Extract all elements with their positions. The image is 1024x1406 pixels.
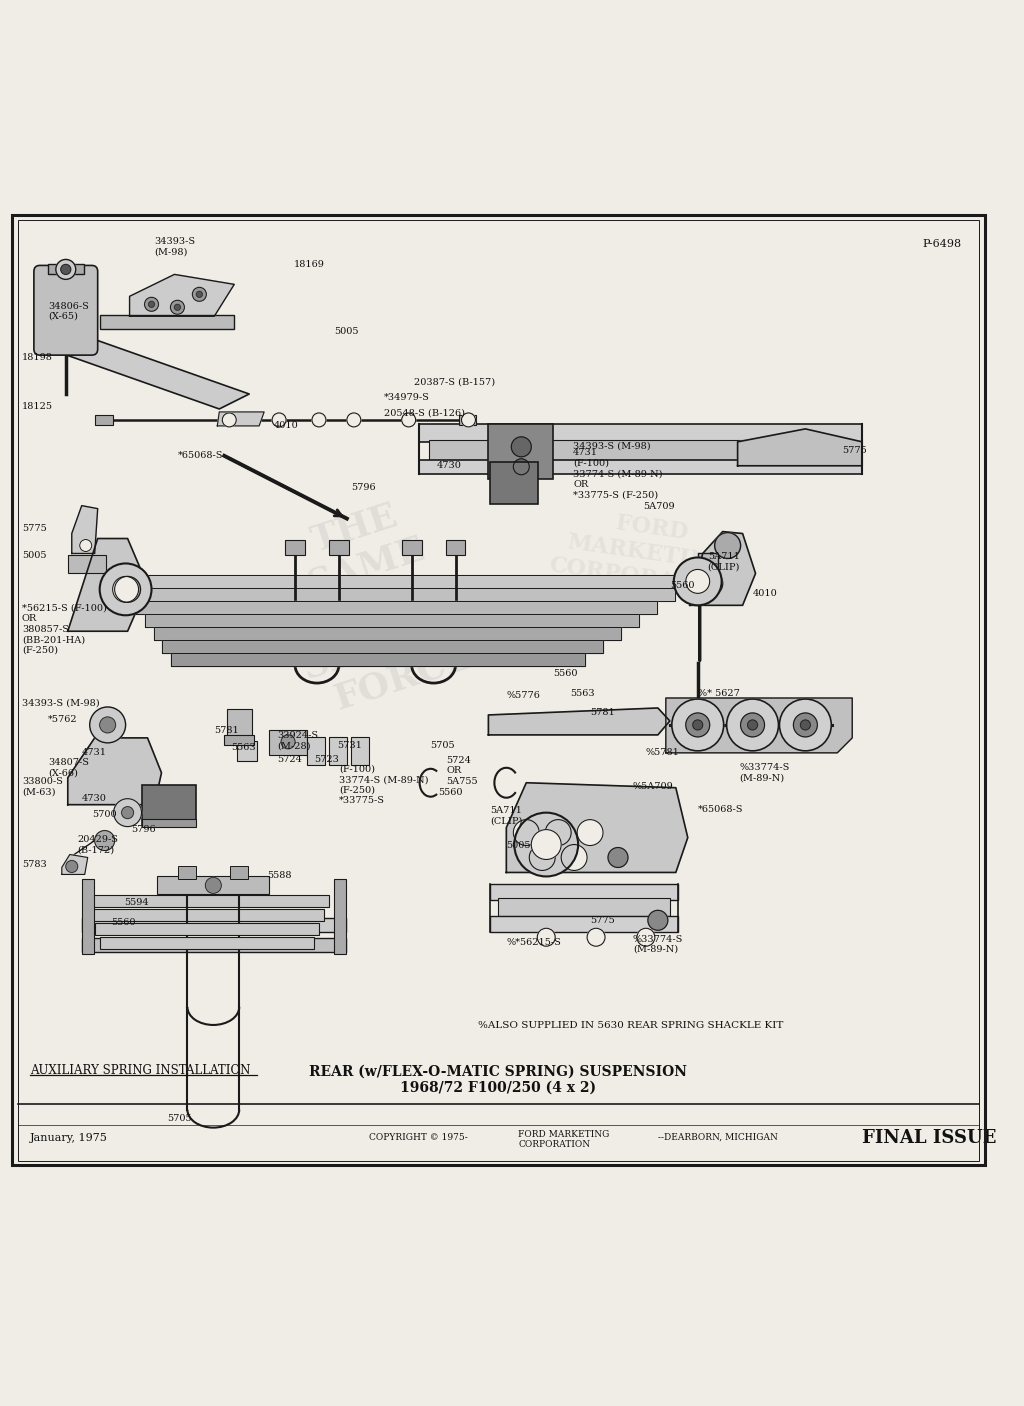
Text: 34393-S
(M-98): 34393-S (M-98) bbox=[155, 236, 196, 256]
Circle shape bbox=[587, 928, 605, 946]
FancyBboxPatch shape bbox=[34, 266, 97, 356]
Circle shape bbox=[511, 437, 531, 457]
Bar bbox=[68, 555, 105, 574]
Circle shape bbox=[462, 413, 475, 427]
Polygon shape bbox=[72, 506, 97, 554]
Text: 4730: 4730 bbox=[82, 794, 106, 803]
Text: 33800-S
(M-63): 33800-S (M-63) bbox=[22, 778, 62, 796]
Text: 20548-S (B-126): 20548-S (B-126) bbox=[384, 408, 465, 418]
Circle shape bbox=[401, 413, 416, 427]
Bar bbox=[82, 918, 346, 932]
Text: *65068-S: *65068-S bbox=[177, 451, 223, 460]
Text: 5700: 5700 bbox=[92, 810, 117, 820]
Text: %ALSO SUPPLIED IN 5630 REAR SPRING SHACKLE KIT: %ALSO SUPPLIED IN 5630 REAR SPRING SHACK… bbox=[478, 1021, 783, 1031]
Text: FORD MARKETING: FORD MARKETING bbox=[518, 1130, 609, 1139]
Text: 5723: 5723 bbox=[314, 755, 339, 765]
Circle shape bbox=[56, 260, 76, 280]
Polygon shape bbox=[154, 627, 621, 640]
Circle shape bbox=[693, 720, 702, 730]
Bar bbox=[490, 461, 539, 503]
Text: 5563: 5563 bbox=[570, 689, 595, 697]
Text: 5005: 5005 bbox=[506, 841, 530, 851]
Text: (F-100)
33774-S (M-89-N)
(F-250)
*33775-S: (F-100) 33774-S (M-89-N) (F-250) *33775-… bbox=[339, 765, 428, 804]
Circle shape bbox=[648, 910, 668, 931]
Text: 4010: 4010 bbox=[274, 422, 299, 430]
Circle shape bbox=[529, 845, 555, 870]
Circle shape bbox=[801, 720, 810, 730]
Bar bbox=[419, 460, 862, 474]
Circle shape bbox=[80, 540, 92, 551]
Circle shape bbox=[513, 820, 540, 845]
Text: FINAL ISSUE: FINAL ISSUE bbox=[862, 1129, 996, 1146]
Circle shape bbox=[197, 291, 203, 297]
Circle shape bbox=[148, 301, 155, 308]
Circle shape bbox=[696, 571, 723, 596]
Circle shape bbox=[60, 264, 71, 274]
Polygon shape bbox=[127, 588, 675, 602]
Text: 5560: 5560 bbox=[553, 669, 578, 678]
Circle shape bbox=[538, 928, 555, 946]
Bar bbox=[351, 641, 421, 664]
Circle shape bbox=[748, 720, 758, 730]
Circle shape bbox=[637, 928, 655, 946]
Text: 5005: 5005 bbox=[334, 326, 358, 336]
Circle shape bbox=[115, 576, 140, 602]
Text: 18169: 18169 bbox=[294, 260, 325, 269]
Circle shape bbox=[222, 413, 237, 427]
Circle shape bbox=[114, 799, 141, 827]
Bar bbox=[307, 737, 325, 765]
Text: 20429-S
(B-172): 20429-S (B-172) bbox=[78, 835, 119, 855]
Text: 5781: 5781 bbox=[214, 727, 239, 735]
Bar bbox=[90, 910, 324, 921]
Bar bbox=[490, 884, 678, 900]
Bar bbox=[401, 540, 422, 555]
Circle shape bbox=[727, 699, 778, 751]
Bar bbox=[419, 423, 862, 441]
Text: %*56215-S: %*56215-S bbox=[506, 938, 561, 946]
Circle shape bbox=[144, 297, 159, 311]
Text: 34806-S
(X-65): 34806-S (X-65) bbox=[48, 301, 89, 321]
Bar bbox=[99, 938, 314, 949]
Bar bbox=[445, 540, 466, 555]
Polygon shape bbox=[68, 538, 147, 631]
Circle shape bbox=[674, 557, 722, 606]
Text: *56215-S (F-100)
OR
380857-S
(BB-201-HA)
(F-250): *56215-S (F-100) OR 380857-S (BB-201-HA)… bbox=[22, 605, 106, 655]
Text: *5762: *5762 bbox=[48, 716, 78, 724]
Text: 34807-S
(X-66): 34807-S (X-66) bbox=[48, 758, 89, 778]
Circle shape bbox=[94, 831, 115, 851]
Bar bbox=[141, 785, 197, 824]
Text: %5781: %5781 bbox=[646, 748, 680, 758]
Bar bbox=[488, 423, 553, 478]
Polygon shape bbox=[144, 614, 639, 627]
Text: 5A711
(CLIP): 5A711 (CLIP) bbox=[490, 806, 523, 825]
Text: 5775: 5775 bbox=[843, 446, 867, 456]
Circle shape bbox=[174, 304, 180, 311]
Bar bbox=[329, 540, 349, 555]
Text: 4730: 4730 bbox=[436, 461, 462, 470]
Text: *34979-S: *34979-S bbox=[384, 394, 430, 402]
Bar bbox=[158, 876, 269, 894]
Bar bbox=[94, 924, 318, 935]
Circle shape bbox=[513, 458, 529, 475]
Polygon shape bbox=[737, 429, 862, 465]
Bar bbox=[94, 415, 113, 425]
Bar bbox=[82, 879, 93, 955]
Circle shape bbox=[715, 533, 740, 558]
Text: 5005: 5005 bbox=[22, 551, 46, 560]
Text: REAR (w/FLEX-O-MATIC SPRING) SUSPENSION
1968/72 F100/250 (4 x 2): REAR (w/FLEX-O-MATIC SPRING) SUSPENSION … bbox=[309, 1064, 687, 1095]
Circle shape bbox=[272, 413, 286, 427]
Circle shape bbox=[122, 807, 133, 818]
Text: 18125: 18125 bbox=[22, 402, 53, 412]
Text: FORD
MARKETING
CORPORATION: FORD MARKETING CORPORATION bbox=[548, 503, 749, 603]
Text: 5796: 5796 bbox=[131, 825, 157, 834]
Text: --DEARBORN, MICHIGAN: --DEARBORN, MICHIGAN bbox=[657, 1133, 778, 1142]
Polygon shape bbox=[506, 783, 688, 873]
Text: %33774-S
(M-89-N): %33774-S (M-89-N) bbox=[739, 763, 790, 783]
Text: %33774-S
(M-89-N): %33774-S (M-89-N) bbox=[633, 935, 683, 953]
Circle shape bbox=[686, 569, 710, 593]
Circle shape bbox=[672, 699, 724, 751]
Bar bbox=[269, 730, 307, 755]
Bar bbox=[82, 938, 346, 952]
Text: 4731
(F-100)
33774-S (M-89-N)
OR
*33775-S (F-250): 4731 (F-100) 33774-S (M-89-N) OR *33775-… bbox=[573, 449, 663, 499]
Circle shape bbox=[312, 413, 326, 427]
